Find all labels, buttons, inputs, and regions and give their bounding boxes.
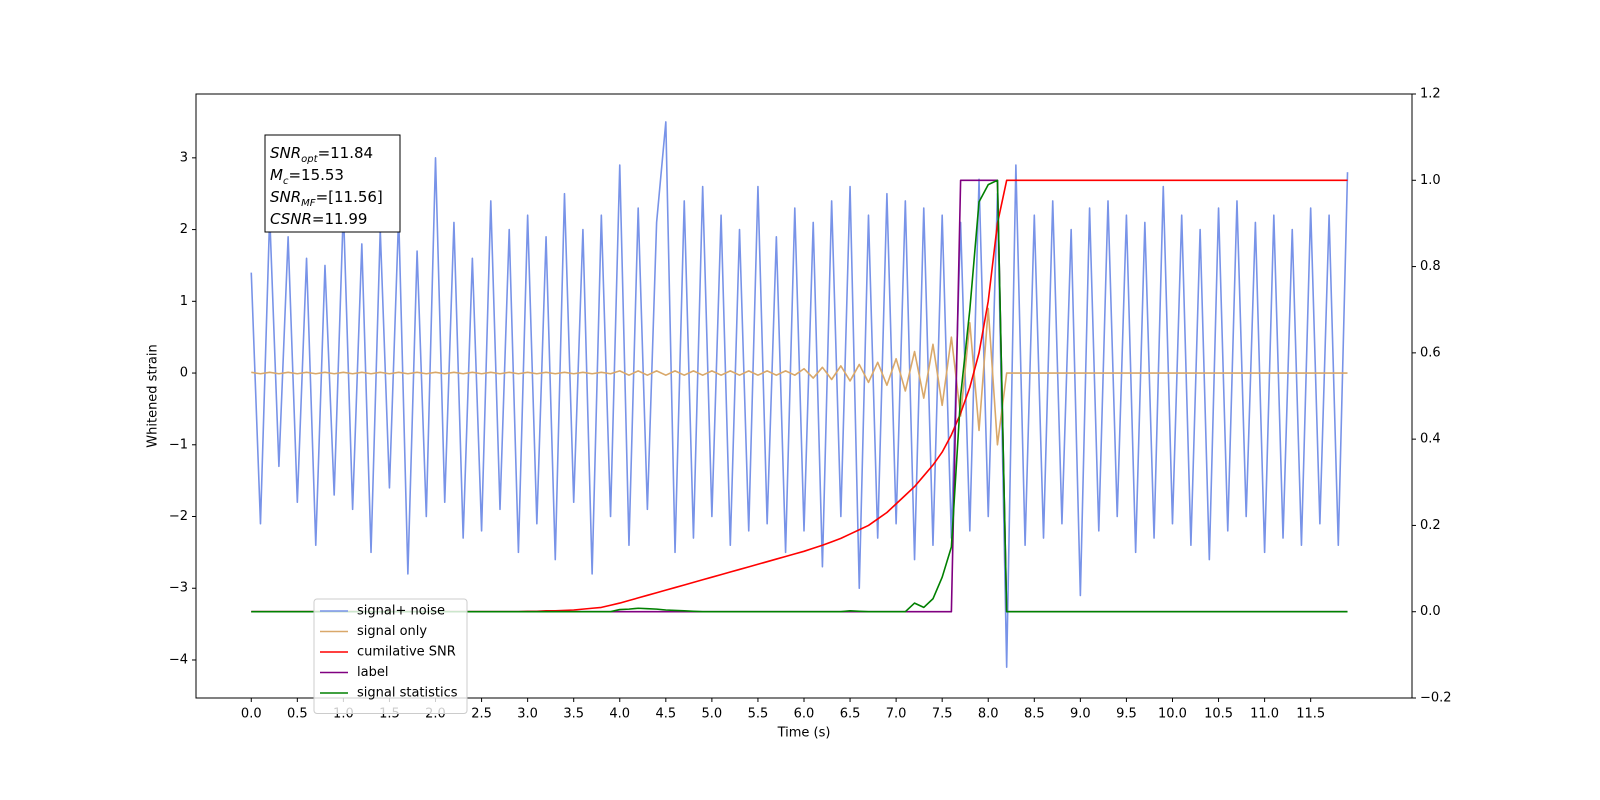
- y2-tick-label: 1.0: [1420, 173, 1441, 188]
- x-tick-label: 9.0: [1070, 707, 1091, 722]
- x-tick-label: 10.5: [1204, 707, 1233, 722]
- x-tick-label: 9.5: [1116, 707, 1137, 722]
- annotation-frame: [264, 134, 401, 233]
- x-tick-label: 2.5: [471, 707, 492, 722]
- legend-label: signal only: [357, 624, 427, 639]
- annotation-value: =11.99: [312, 210, 368, 228]
- y-tick-label: 2: [180, 222, 188, 237]
- x-tick-label: 7.0: [886, 707, 907, 722]
- y-tick-label: −4: [169, 652, 188, 667]
- y2-tick-label: 0.6: [1420, 345, 1441, 360]
- annotation-box: SNRopt=11.84Mc=15.53SNRMF=[11.56]CSNR=11…: [264, 134, 401, 233]
- annotation-symbol: M: [270, 166, 283, 184]
- x-tick-label: 11.0: [1250, 707, 1279, 722]
- legend-label: cumilative SNR: [357, 645, 456, 660]
- x-tick-label: 8.0: [978, 707, 999, 722]
- y2-tick-label: 1.2: [1420, 87, 1441, 102]
- y-tick-label: 1: [180, 294, 188, 309]
- annotation-symbol: SNR: [270, 188, 301, 206]
- x-tick-label: 5.5: [748, 707, 769, 722]
- x-tick-label: 8.5: [1024, 707, 1045, 722]
- x-tick-label: 0.0: [241, 707, 262, 722]
- y2-tick-label: 0.8: [1420, 259, 1441, 274]
- x-tick-label: 4.0: [609, 707, 630, 722]
- annotation-value: =15.53: [288, 166, 344, 184]
- y2-tick-label: −0.2: [1420, 691, 1452, 706]
- annotation: SNRMF=[11.56]: [270, 188, 383, 209]
- y-tick-label: −1: [169, 437, 188, 452]
- x-axis-label: Time (s): [777, 726, 831, 741]
- y-axis-label: Whitened strain: [146, 344, 161, 447]
- x-tick-label: 4.5: [655, 707, 676, 722]
- annotation-symbol: CSNR: [270, 210, 312, 228]
- y-tick-label: −2: [169, 509, 188, 524]
- y-tick-label: 3: [180, 150, 188, 165]
- x-tick-label: 11.5: [1296, 707, 1325, 722]
- x-tick-label: 3.5: [563, 707, 584, 722]
- y-tick-label: −3: [169, 581, 188, 596]
- x-tick-label: 7.5: [932, 707, 953, 722]
- annotation: Mc=15.53: [270, 166, 344, 187]
- y2-tick-label: 0.2: [1420, 518, 1441, 533]
- legend-frame: [313, 598, 468, 714]
- legend-label: label: [357, 665, 388, 680]
- y2-tick-label: 0.4: [1420, 432, 1441, 447]
- x-tick-label: 3.0: [517, 707, 538, 722]
- x-tick-label: 6.5: [840, 707, 861, 722]
- series-line: [251, 307, 1348, 446]
- annotation-value: =[11.56]: [316, 188, 383, 206]
- x-tick-label: 10.0: [1158, 707, 1187, 722]
- legend-label: signal+ noise: [357, 604, 445, 619]
- x-tick-label: 5.0: [702, 707, 723, 722]
- y2-tick-label: 0.0: [1420, 604, 1441, 619]
- annotation-symbol: SNR: [270, 144, 301, 162]
- annotation-subscript: c: [283, 176, 289, 187]
- x-tick-label: 0.5: [287, 707, 308, 722]
- legend-label: signal statistics: [357, 686, 458, 701]
- annotation: CSNR=11.99: [270, 210, 367, 228]
- annotation-subscript: opt: [301, 154, 318, 165]
- x-tick-label: 6.0: [794, 707, 815, 722]
- annotation: SNRopt=11.84: [270, 144, 373, 165]
- y-tick-label: 0: [180, 366, 188, 381]
- series-line: [250, 121, 1349, 668]
- annotation-value: =11.84: [318, 144, 374, 162]
- legend: signal+ noise signal only cumilative SNR la…: [313, 598, 468, 714]
- annotation-subscript: MF: [301, 198, 316, 209]
